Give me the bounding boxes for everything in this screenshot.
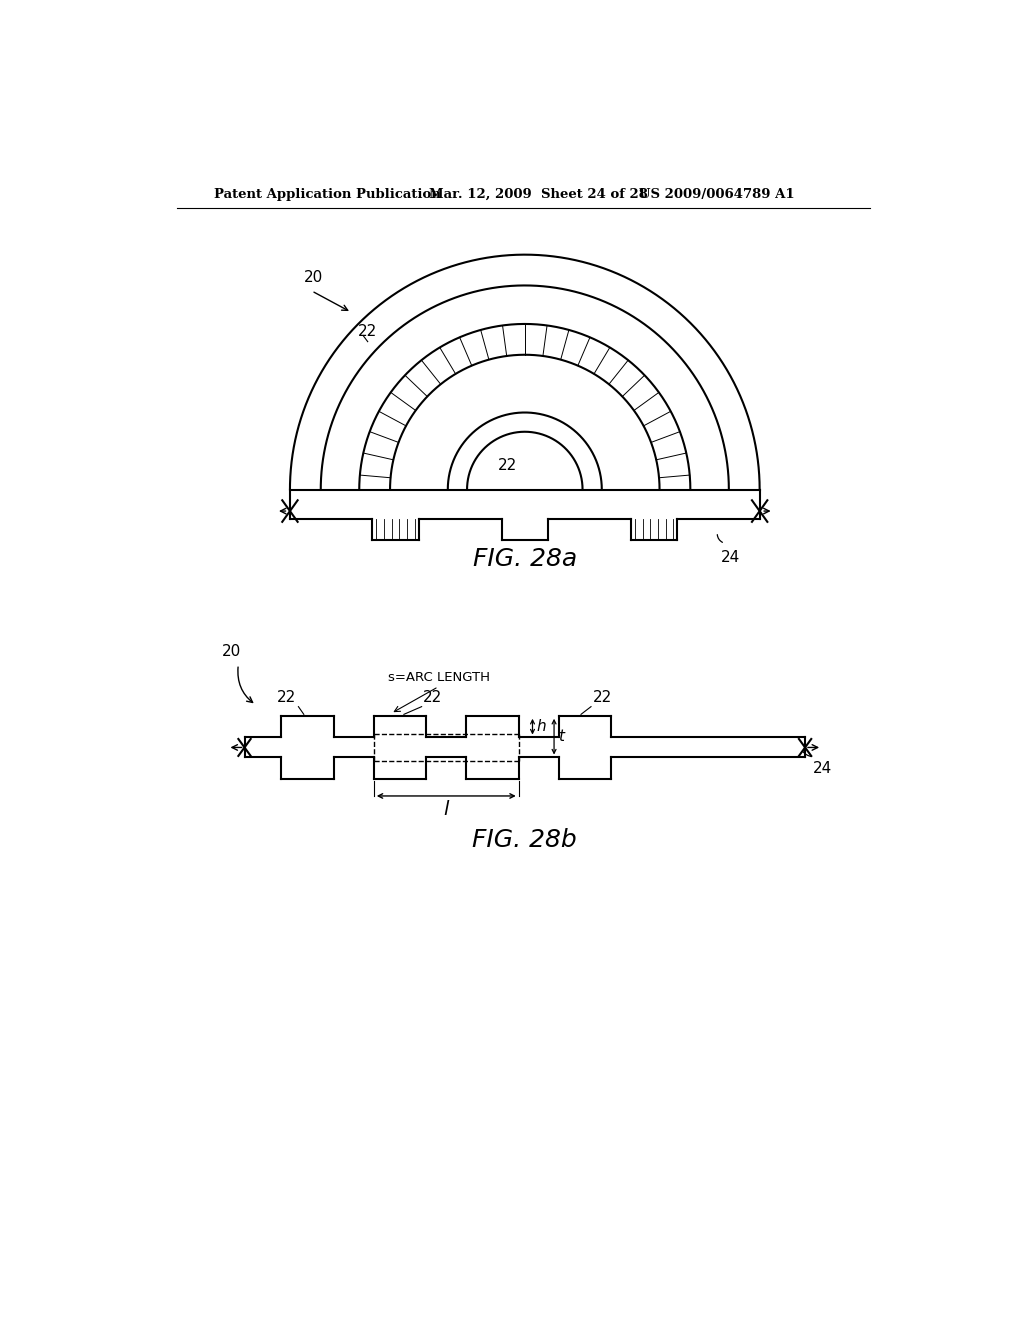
Text: 20: 20	[304, 271, 323, 285]
Text: 22: 22	[357, 325, 377, 339]
Text: 22: 22	[423, 690, 442, 705]
Text: 22: 22	[593, 690, 611, 705]
Text: l: l	[443, 800, 449, 818]
Text: 24: 24	[721, 549, 740, 565]
Text: FIG. 28b: FIG. 28b	[472, 829, 578, 853]
Text: 22: 22	[498, 458, 517, 473]
Text: Patent Application Publication: Patent Application Publication	[214, 187, 440, 201]
Text: FIG. 28a: FIG. 28a	[473, 548, 577, 572]
Text: US 2009/0064789 A1: US 2009/0064789 A1	[639, 187, 795, 201]
Text: h: h	[537, 719, 546, 734]
Text: 22: 22	[276, 690, 296, 705]
Text: t: t	[558, 729, 564, 744]
Text: 20: 20	[221, 644, 241, 659]
Text: s=ARC LENGTH: s=ARC LENGTH	[387, 671, 489, 684]
Text: Mar. 12, 2009  Sheet 24 of 28: Mar. 12, 2009 Sheet 24 of 28	[429, 187, 648, 201]
Text: 24: 24	[813, 762, 833, 776]
